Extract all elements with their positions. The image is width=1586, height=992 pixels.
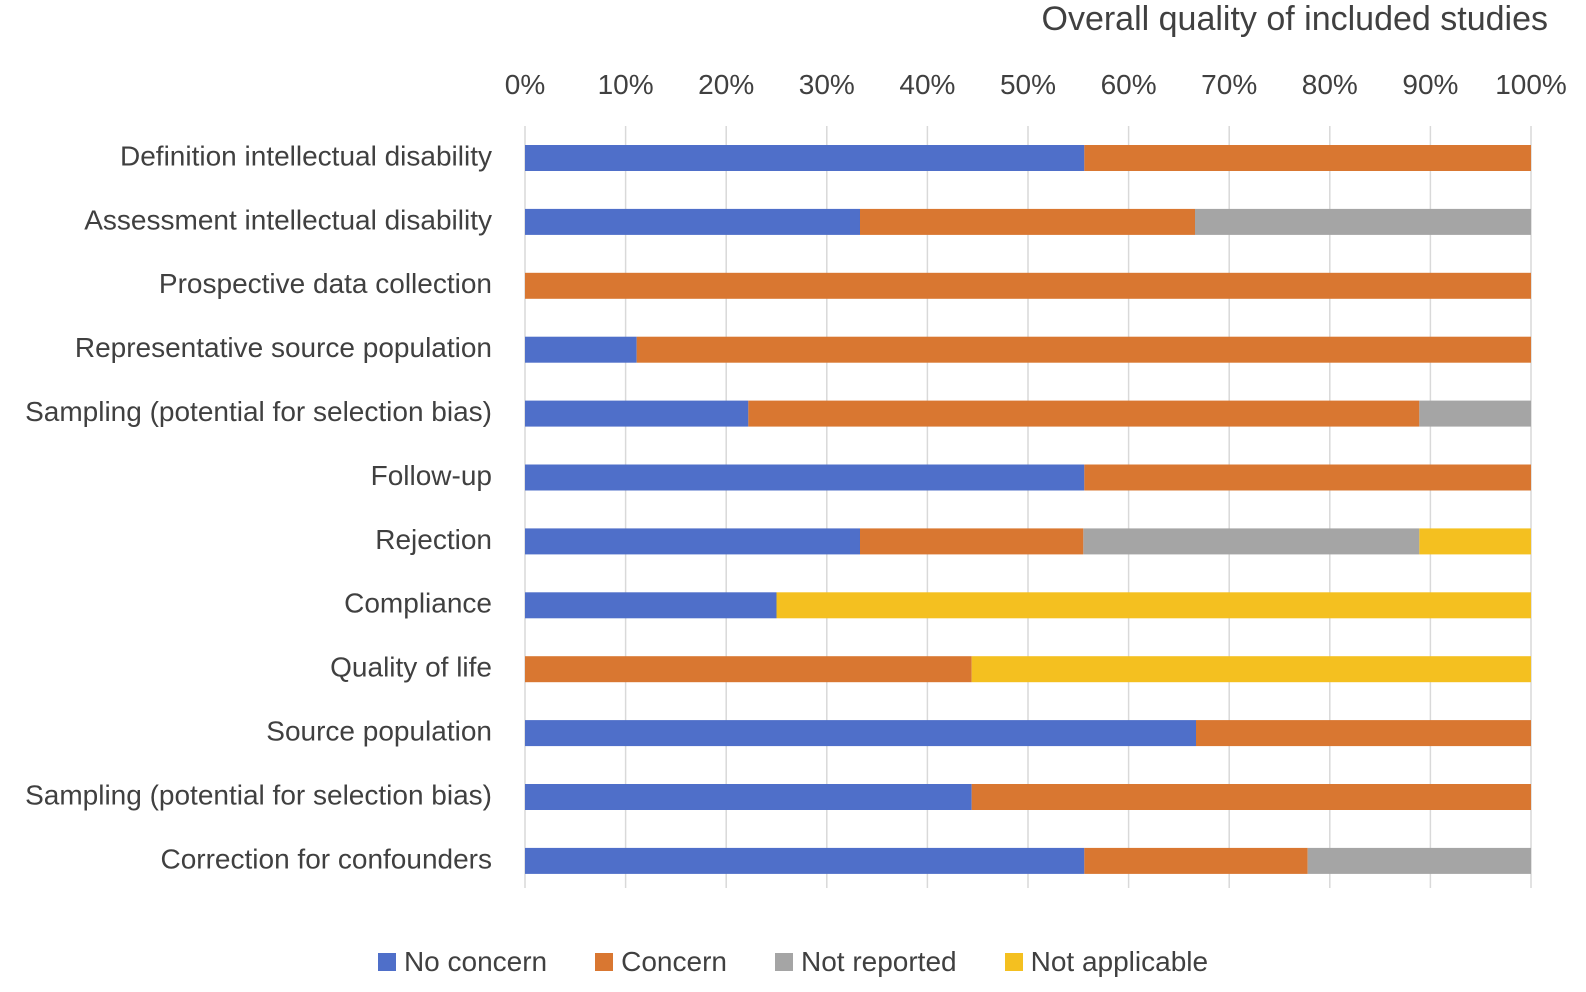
category-label: Assessment intellectual disability — [84, 204, 492, 235]
bar-segment — [1419, 400, 1531, 427]
legend-swatch — [595, 953, 614, 971]
x-tick-label: 10% — [598, 69, 654, 100]
bar-segment — [859, 208, 1195, 235]
legend: No concern Concern Not reported Not applica… — [0, 942, 1586, 982]
category-label: Sampling (potential for selection bias) — [25, 396, 492, 427]
x-tick-label: 40% — [899, 69, 955, 100]
x-tick-label: 20% — [698, 69, 754, 100]
x-tick-label: 50% — [1000, 69, 1056, 100]
bar-segment — [971, 656, 1531, 683]
bar-segment — [859, 528, 1084, 555]
x-tick-label: 100% — [1495, 69, 1567, 100]
category-label: Representative source population — [75, 332, 492, 363]
bar-segment — [525, 656, 972, 683]
bar-segment — [525, 847, 1085, 874]
category-label: Source population — [266, 715, 492, 746]
bar-segment — [525, 145, 1085, 171]
x-tick-label: 0% — [505, 69, 545, 100]
legend-item: Not applicable — [1004, 946, 1209, 978]
category-label: Quality of life — [330, 652, 492, 683]
bar-segment — [1084, 847, 1308, 874]
category-label: Correction for confounders — [160, 843, 492, 874]
bar-segment — [525, 336, 637, 363]
bar-segment — [525, 272, 1531, 299]
category-label: Follow-up — [371, 460, 492, 491]
bar-segment — [1194, 208, 1531, 235]
legend-item: Not reported — [774, 946, 957, 978]
bar-segment — [525, 784, 972, 810]
category-label: Rejection — [375, 524, 492, 555]
legend-label: No concern — [403, 946, 548, 977]
category-label: Definition intellectual disability — [120, 140, 492, 171]
x-tick-label: 80% — [1302, 69, 1358, 100]
legend-item: No concern — [377, 946, 548, 978]
legend-swatch — [1004, 953, 1023, 971]
bar-segment — [636, 336, 1531, 363]
bar-segment — [525, 528, 860, 555]
category-label: Sampling (potential for selection bias) — [25, 779, 492, 810]
bar-segment — [525, 464, 1085, 491]
bar-segment — [1083, 528, 1420, 555]
x-tick-label: 30% — [799, 69, 855, 100]
x-tick-label: 70% — [1201, 69, 1257, 100]
legend-swatch — [377, 953, 396, 971]
bar-segment — [748, 400, 1420, 427]
bar-segment — [525, 720, 1197, 747]
category-label: Prospective data collection — [159, 268, 492, 299]
bar-segment — [1196, 720, 1531, 747]
bar-segment — [971, 784, 1531, 810]
bar-segment — [525, 592, 777, 619]
legend-label: Not applicable — [1030, 946, 1209, 977]
bar-segment — [1084, 145, 1531, 171]
chart-title: Overall quality of included studies — [1041, 0, 1549, 38]
bar-segment — [1419, 528, 1531, 555]
legend-label: Not reported — [800, 946, 957, 977]
bar-segment — [525, 208, 860, 235]
legend-swatch — [774, 953, 793, 971]
bar-segments — [525, 145, 1531, 874]
bar-segment — [776, 592, 1531, 619]
bar-segment — [525, 400, 749, 427]
x-axis-tick-labels: 0% 10% 20% 30% 40% 50% 60% 70% 80% 90% 100% — [505, 69, 1567, 100]
x-tick-label: 90% — [1402, 69, 1458, 100]
legend-item: Concern — [595, 946, 727, 978]
category-labels: Definition intellectual disability Assess… — [25, 140, 492, 874]
bar-segment — [1084, 464, 1531, 491]
bar-segment — [1307, 847, 1531, 874]
gridlines — [524, 126, 1532, 888]
x-tick-label: 60% — [1101, 69, 1157, 100]
legend-label: Concern — [621, 946, 727, 977]
category-label: Compliance — [344, 588, 492, 619]
